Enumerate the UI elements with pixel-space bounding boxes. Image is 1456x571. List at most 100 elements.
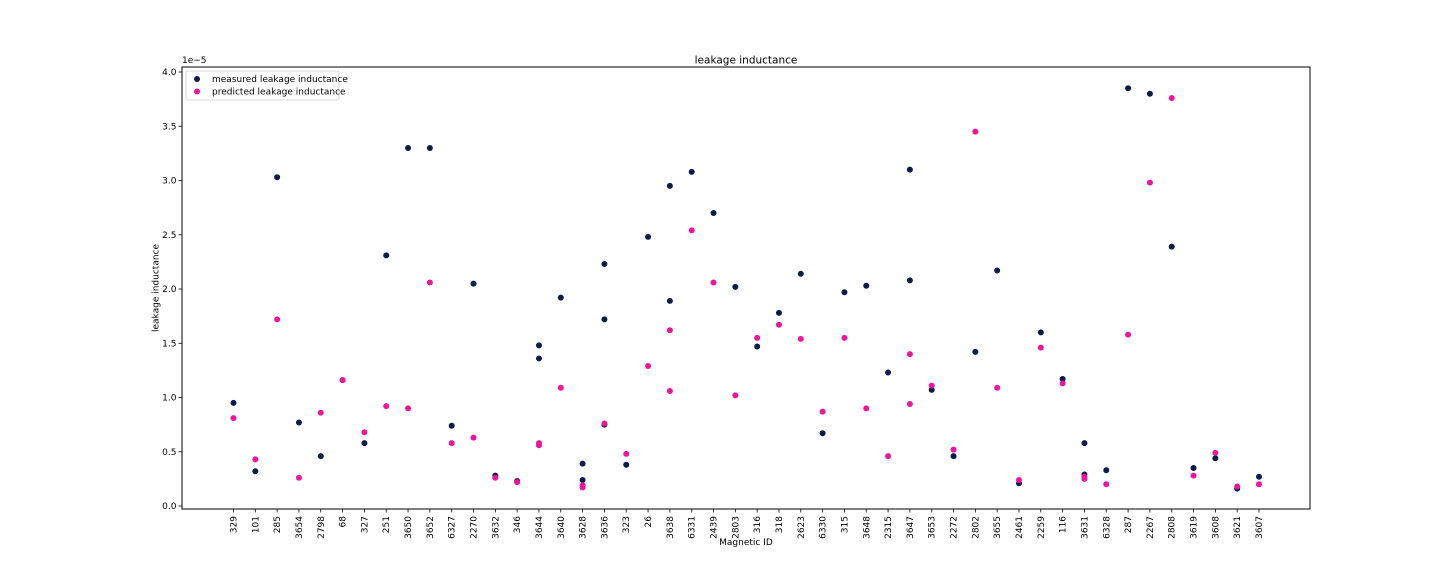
predicted-point [950, 446, 957, 453]
x-tick-label: 101 [251, 516, 261, 533]
predicted-point [230, 415, 237, 422]
y-axis: 0.0 0.5 1.0 1.5 2.0 2.5 3.0 3.5 4.0 [162, 68, 182, 512]
predicted-point [1081, 473, 1088, 480]
legend-label: predicted leakage inductance [212, 88, 346, 98]
predicted-point [405, 405, 412, 412]
measured-point [666, 297, 673, 304]
predicted-point [252, 456, 259, 463]
x-tick-label: 2272 [950, 516, 960, 539]
x-tick-label: 3653 [928, 516, 938, 539]
predicted-point [994, 384, 1001, 391]
measured-point [666, 182, 673, 189]
x-tick-label: 3636 [600, 516, 610, 539]
measured-point [645, 233, 652, 240]
y-tick-label: 4.0 [162, 68, 177, 78]
predicted-point [928, 382, 935, 389]
predicted-point [295, 474, 302, 481]
predicted-point [1212, 449, 1219, 456]
measured-point [1190, 465, 1197, 472]
predicted-point [732, 392, 739, 399]
predicted-point [1256, 481, 1262, 488]
x-tick-label: 6330 [819, 516, 829, 539]
predicted-point [623, 450, 630, 457]
measured-point [274, 174, 281, 181]
measured-point [601, 261, 608, 268]
x-tick-label: 329 [230, 516, 240, 533]
measured-point [841, 289, 848, 296]
predicted-point [841, 334, 848, 341]
x-tick-label: 323 [622, 516, 632, 533]
predicted-point [754, 334, 761, 341]
x-tick-label: 68 [339, 516, 349, 528]
measured-point [361, 440, 368, 447]
legend-label: measured leakage inductance [212, 75, 348, 85]
measured-point [1037, 329, 1044, 336]
chart-title: leakage inductance [695, 55, 798, 67]
measured-point [535, 342, 542, 349]
x-tick-label: 3644 [535, 516, 545, 539]
predicted-point [1168, 95, 1175, 102]
predicted-point [557, 384, 564, 391]
x-tick-label: 3652 [426, 516, 436, 539]
predicted-point [579, 482, 586, 489]
predicted-point [906, 351, 913, 358]
measured-point [994, 267, 1001, 274]
x-tick-label: 3628 [579, 516, 589, 539]
predicted-point [797, 335, 804, 342]
x-tick-label: 6331 [688, 516, 698, 539]
measured-point [928, 386, 935, 393]
measured-point [819, 430, 826, 437]
predicted-point [361, 429, 368, 436]
x-tick-label: 2461 [1015, 516, 1025, 539]
x-tick-label: 2439 [710, 516, 720, 539]
predicted-point [470, 434, 477, 441]
x-tick-label: 2623 [797, 516, 807, 539]
predicted-point [1103, 481, 1110, 488]
predicted-point [906, 401, 913, 408]
x-tick-label: 315 [840, 516, 850, 533]
predicted-point [710, 279, 717, 286]
x-tick-label: 2798 [317, 516, 327, 539]
measured-point [950, 453, 957, 460]
x-tick-label: 316 [753, 516, 763, 533]
predicted-point [885, 453, 892, 460]
measured-point [710, 210, 717, 217]
measured-point [230, 399, 237, 406]
x-axis: 329 101 285 3654 2798 68 327 251 3650 3652 6327 227… [230, 509, 1265, 539]
predicted-point [666, 387, 673, 394]
measured-point [383, 252, 390, 259]
measured-point [448, 422, 455, 429]
measured-point [295, 419, 302, 426]
measured-point [1059, 376, 1066, 383]
measured-point [797, 270, 804, 277]
y-tick-label: 1.5 [162, 339, 176, 349]
predicted-point [317, 409, 324, 416]
predicted-point [1037, 344, 1044, 351]
x-tick-label: 2802 [971, 516, 981, 539]
x-tick-label: 2270 [470, 516, 480, 539]
predicted-point [1146, 179, 1153, 186]
measured-point [972, 348, 979, 355]
x-tick-label: 6327 [448, 516, 458, 539]
measured-point [885, 369, 892, 376]
x-tick-label: 2267 [1146, 516, 1156, 539]
predicted-point [1059, 380, 1066, 387]
x-tick-label: 3621 [1233, 516, 1243, 539]
y-tick-label: 2.5 [162, 231, 176, 241]
measured-point [732, 283, 739, 290]
x-tick-label: 2803 [731, 516, 741, 539]
measured-point [1212, 455, 1219, 462]
predicted-point [492, 474, 499, 481]
measured-point [405, 144, 412, 151]
measured-point [1256, 473, 1262, 480]
measured-point [688, 168, 695, 175]
predicted-point [1125, 331, 1132, 338]
x-tick-label: 6328 [1102, 516, 1112, 539]
measured-point [535, 355, 542, 362]
x-tick-label: 116 [1059, 516, 1069, 533]
y-tick-label: 1.0 [162, 394, 177, 404]
measured-point [317, 453, 324, 460]
measured-point [1125, 85, 1132, 92]
predicted-point [775, 321, 782, 328]
x-tick-label: 2315 [884, 516, 894, 539]
